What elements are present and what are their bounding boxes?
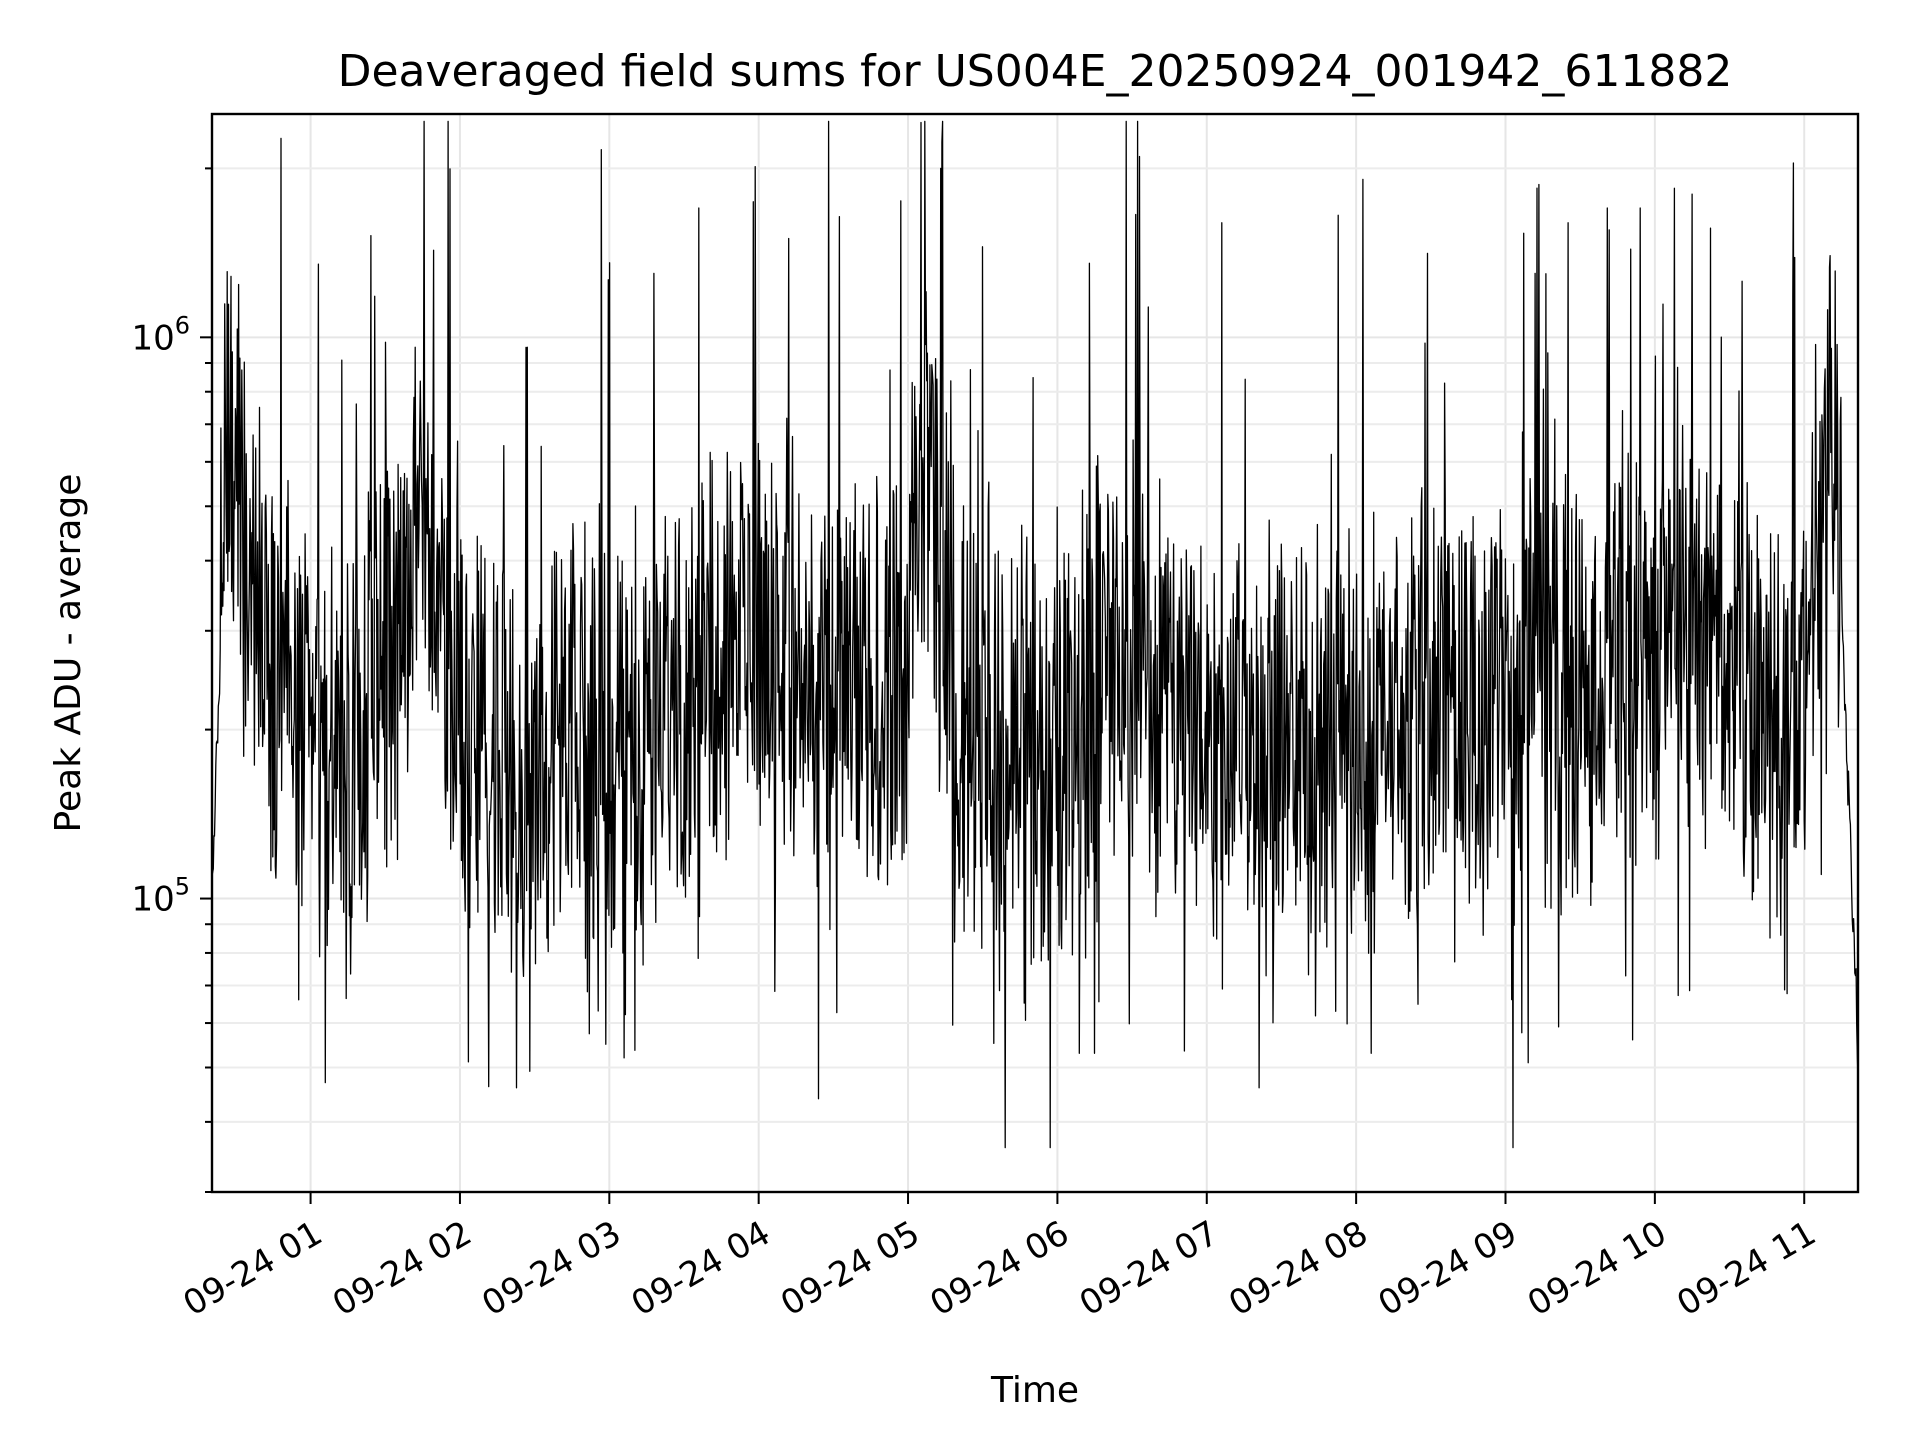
plot-frame [210, 112, 1860, 1194]
x-tick-label: 09-24 08 [1222, 1213, 1374, 1324]
x-tick-label: 09-24 04 [625, 1213, 777, 1324]
x-axis-label: Time [990, 1370, 1079, 1411]
x-tick-label: 09-24 02 [326, 1213, 478, 1324]
x-tick-label: 09-24 11 [1670, 1213, 1822, 1324]
x-tick-label: 09-24 09 [1372, 1213, 1524, 1324]
x-tick-label: 09-24 10 [1521, 1213, 1673, 1324]
y-axis-label: Peak ADU - average [48, 474, 89, 833]
x-tick-label: 09-24 03 [475, 1213, 627, 1324]
y-tick-label: 105 [131, 873, 190, 920]
y-tick-label: 106 [131, 311, 190, 358]
series-line [211, 120, 1859, 1149]
y-axis: 105 106 [131, 167, 212, 1193]
x-tick-label: 09-24 06 [924, 1213, 1076, 1324]
chart-title: Deaveraged field sums for US004E_2025092… [338, 46, 1733, 97]
x-tick-label: 09-24 07 [1073, 1213, 1225, 1324]
x-tick-label: 09-24 05 [774, 1213, 926, 1324]
x-tick-label: 09-24 01 [177, 1213, 329, 1324]
